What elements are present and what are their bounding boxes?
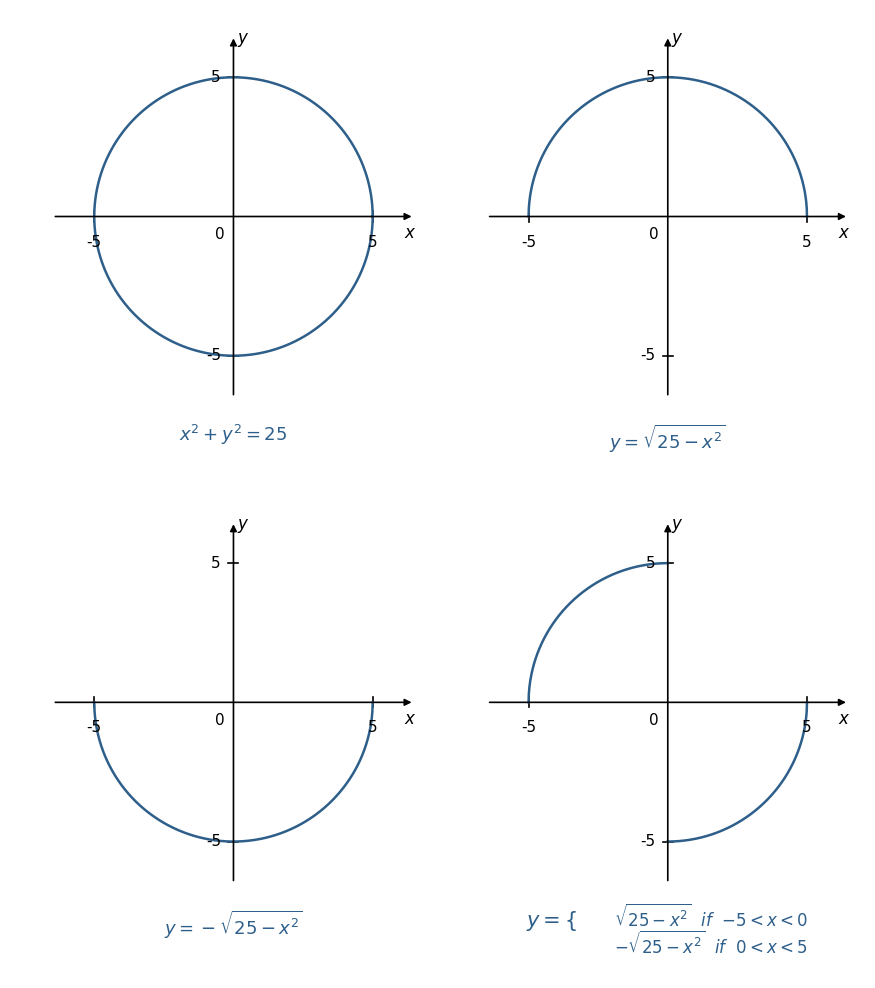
Text: -5: -5 <box>87 720 102 735</box>
Text: $y = \{$: $y = \{$ <box>527 909 578 933</box>
Text: $y = \sqrt{25 - x^2}$: $y = \sqrt{25 - x^2}$ <box>609 423 726 454</box>
Text: $\sqrt{25-x^2}\ \ \mathit{if}\ \ {-5}{<}x{<}0$: $\sqrt{25-x^2}\ \ \mathit{if}\ \ {-5}{<}… <box>614 903 809 931</box>
Text: 5: 5 <box>368 234 377 250</box>
Text: -5: -5 <box>640 834 655 849</box>
Text: $x$: $x$ <box>404 710 416 728</box>
Text: 5: 5 <box>646 555 655 571</box>
Text: $-\sqrt{25-x^2}\ \ \mathit{if}\ \ 0{<}x{<}5$: $-\sqrt{25-x^2}\ \ \mathit{if}\ \ 0{<}x{… <box>614 931 809 957</box>
Text: $x$: $x$ <box>838 224 850 242</box>
Text: $y$: $y$ <box>671 517 683 535</box>
Text: 5: 5 <box>802 234 812 250</box>
Text: 5: 5 <box>802 720 812 735</box>
Text: 5: 5 <box>368 720 377 735</box>
Text: $y = -\sqrt{25 - x^2}$: $y = -\sqrt{25 - x^2}$ <box>164 909 303 941</box>
Text: -5: -5 <box>521 720 536 735</box>
Text: 0: 0 <box>649 713 659 728</box>
Text: 0: 0 <box>214 227 224 242</box>
Text: -5: -5 <box>206 348 220 364</box>
Text: 0: 0 <box>649 227 659 242</box>
Text: -5: -5 <box>640 348 655 364</box>
Text: $x$: $x$ <box>838 710 850 728</box>
Text: 5: 5 <box>646 70 655 85</box>
Text: -5: -5 <box>206 834 220 849</box>
Text: $y$: $y$ <box>671 31 683 48</box>
Text: $y$: $y$ <box>237 517 249 535</box>
Text: $x^2 + y^2 = 25$: $x^2 + y^2 = 25$ <box>179 423 288 447</box>
Text: 0: 0 <box>214 713 224 728</box>
Text: 5: 5 <box>212 555 220 571</box>
Text: 5: 5 <box>212 70 220 85</box>
Text: $y$: $y$ <box>237 31 249 48</box>
Text: -5: -5 <box>521 234 536 250</box>
Text: -5: -5 <box>87 234 102 250</box>
Text: $x$: $x$ <box>404 224 416 242</box>
